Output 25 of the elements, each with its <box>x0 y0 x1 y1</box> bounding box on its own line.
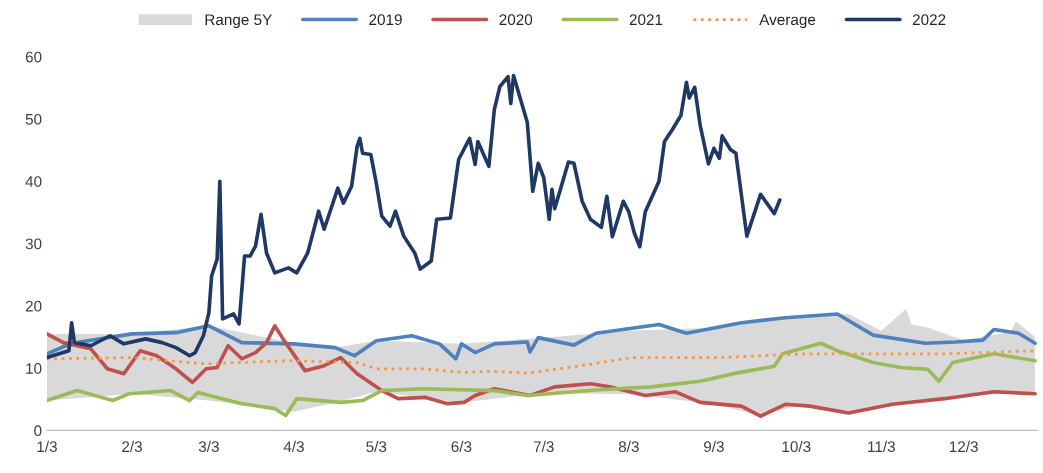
x-tick-label: 8/3 <box>618 440 639 453</box>
y-tick-label: 30 <box>25 238 42 250</box>
x-tick-label: 11/3 <box>868 440 895 453</box>
y-tick-label: 0 <box>34 425 42 437</box>
x-tick-label: 9/3 <box>704 440 724 453</box>
x-tick-label: 5/3 <box>366 440 387 453</box>
y-tick-label: 20 <box>25 300 42 312</box>
legend-label: 2021 <box>629 14 663 26</box>
x-tick-label: 7/3 <box>533 440 554 453</box>
x-tick-label: 10/3 <box>782 440 811 453</box>
x-tick-label: 6/3 <box>451 440 472 453</box>
x-tick-label: 12/3 <box>949 440 978 453</box>
x-tick-label: 1/3 <box>37 440 57 453</box>
x-tick-label: 3/3 <box>198 440 219 453</box>
y-tick-label: 50 <box>25 113 42 125</box>
x-tick-label: 4/3 <box>283 440 304 453</box>
x-tick-label: 2/3 <box>122 440 142 453</box>
y-tick-label: 60 <box>25 51 42 63</box>
legend-label: Range 5Y <box>205 14 272 29</box>
legend-label: 2022 <box>912 14 946 26</box>
legend-label: 2020 <box>499 14 533 26</box>
legend-label: Average <box>759 14 816 29</box>
legend-label: 2019 <box>369 14 402 26</box>
y-tick-label: 40 <box>25 176 42 187</box>
y-tick-label: 10 <box>26 363 42 374</box>
